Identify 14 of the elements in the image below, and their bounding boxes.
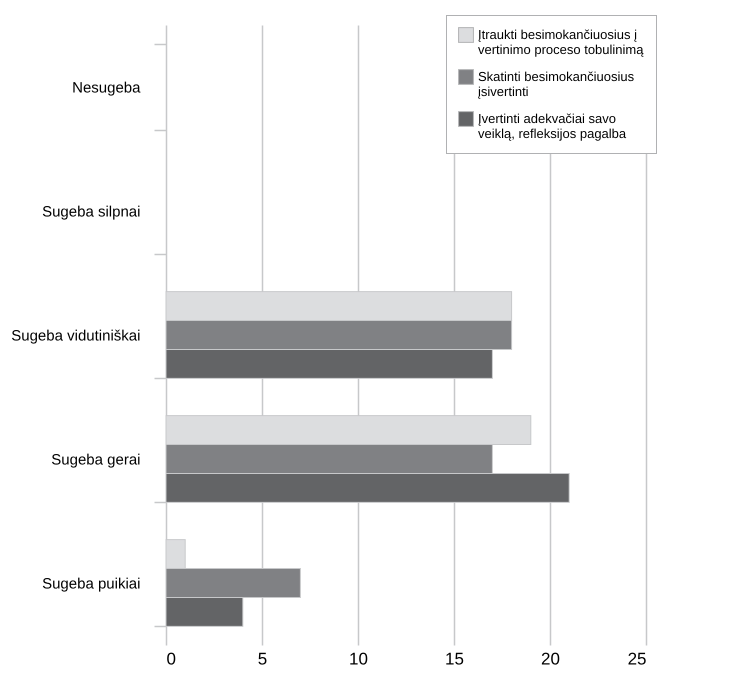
legend-label: Skatinti besimokančiuosius įsivertinti (478, 69, 635, 99)
y-tick-label: Sugeba vidutiniškai (11, 328, 140, 344)
x-tick-label: 15 (445, 650, 464, 668)
x-tick-label: 10 (349, 650, 368, 668)
x-tick-label: 5 (258, 650, 268, 668)
x-tick-label: 20 (541, 650, 560, 668)
y-tick-label: Sugeba silpnai (42, 204, 140, 220)
x-tick-label: 0 (166, 650, 176, 668)
legend-label: Įvertinti adekvačiai savo veiklą, refleksijos pagalba (478, 111, 627, 141)
legend-label: Įtraukti besimokančiuosius į vertinimo proceso tobulinimą (478, 27, 644, 57)
y-tick-label: Sugeba gerai (51, 452, 140, 468)
x-tick-label: 25 (628, 650, 646, 668)
y-tick-label: Nesugeba (72, 80, 142, 96)
y-tick-label: Sugeba puikiai (42, 576, 140, 592)
